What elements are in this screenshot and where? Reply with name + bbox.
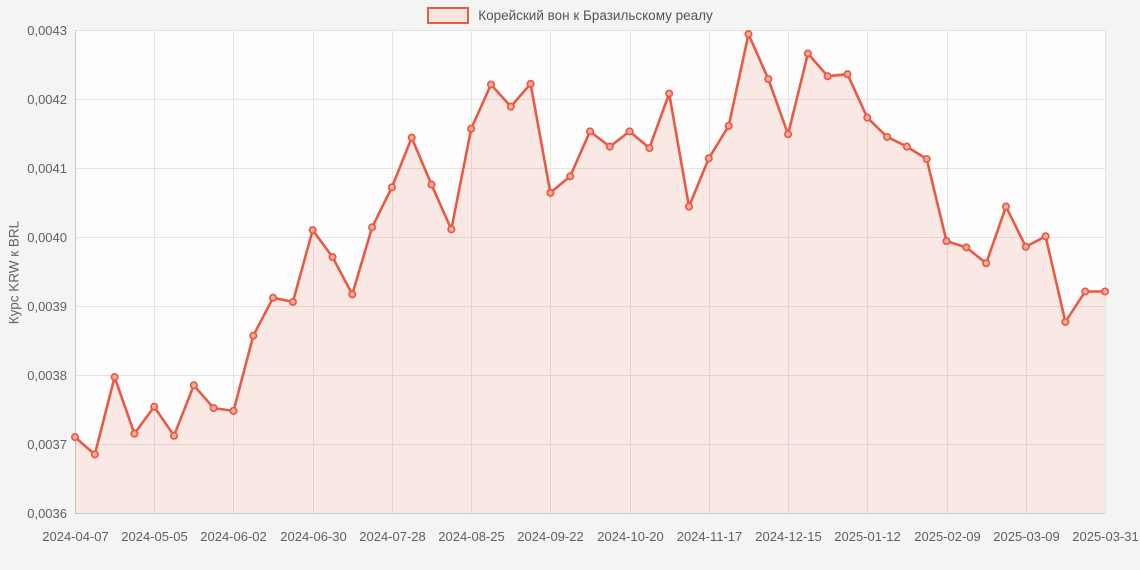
data-point-marker[interactable]: [249, 331, 258, 340]
y-tick-label: 0,0042: [27, 92, 67, 107]
legend-item-krw-brl[interactable]: Корейский вон к Бразильскому реалу: [427, 7, 713, 24]
data-point-marker[interactable]: [942, 237, 951, 246]
x-tick-label: 2024-12-15: [755, 529, 822, 544]
data-point-marker[interactable]: [1100, 287, 1110, 296]
data-point-marker[interactable]: [427, 180, 436, 189]
x-tick-label: 2025-01-12: [834, 529, 901, 544]
data-point-marker[interactable]: [70, 433, 80, 442]
data-point-marker[interactable]: [229, 406, 238, 415]
data-point-marker[interactable]: [1081, 287, 1090, 296]
y-tick-label: 0,0038: [27, 368, 67, 383]
data-point-marker[interactable]: [189, 381, 198, 390]
y-tick-label: 0,0043: [27, 23, 67, 38]
x-tick-label: 2024-11-17: [677, 529, 743, 544]
y-tick-label: 0,0036: [27, 506, 67, 521]
x-tick-label: 2025-03-31: [1072, 529, 1139, 544]
data-point-marker[interactable]: [665, 89, 674, 98]
x-tick-label: 2024-06-30: [280, 529, 347, 544]
data-point-marker[interactable]: [150, 402, 159, 411]
data-point-marker[interactable]: [684, 202, 694, 211]
x-tick-label: 2025-02-09: [914, 529, 981, 544]
y-tick-label: 0,0040: [27, 230, 67, 245]
data-point-marker[interactable]: [784, 130, 793, 139]
data-point-marker[interactable]: [902, 142, 911, 151]
x-tick-label: 2024-08-25: [438, 529, 505, 544]
data-point-marker[interactable]: [506, 102, 515, 111]
data-point-marker[interactable]: [526, 79, 535, 88]
data-point-marker[interactable]: [982, 259, 991, 268]
data-point-marker[interactable]: [467, 124, 476, 133]
data-point-marker[interactable]: [308, 226, 317, 235]
data-point-marker[interactable]: [387, 183, 396, 192]
data-point-marker[interactable]: [110, 373, 119, 382]
data-point-marker[interactable]: [823, 72, 832, 81]
data-point-marker[interactable]: [209, 404, 218, 413]
data-point-marker[interactable]: [486, 80, 496, 89]
data-point-marker[interactable]: [585, 127, 595, 136]
data-point-marker[interactable]: [130, 429, 139, 438]
data-point-marker[interactable]: [843, 70, 852, 79]
data-point-marker[interactable]: [724, 121, 733, 130]
data-point-marker[interactable]: [368, 223, 377, 232]
data-point-marker[interactable]: [922, 154, 931, 164]
data-point-marker[interactable]: [962, 243, 971, 252]
data-point-marker[interactable]: [625, 127, 634, 136]
data-point-marker[interactable]: [883, 132, 892, 141]
data-point-marker[interactable]: [269, 293, 278, 302]
data-point-marker[interactable]: [803, 49, 812, 58]
data-point-marker[interactable]: [348, 290, 357, 299]
x-tick-label: 2024-04-07: [42, 529, 109, 544]
data-point-marker[interactable]: [1041, 232, 1050, 241]
plot-area: [75, 30, 1105, 513]
data-point-marker[interactable]: [605, 142, 614, 151]
x-tick-label: 2024-06-02: [200, 529, 267, 544]
data-point-marker[interactable]: [169, 431, 179, 440]
x-tick-label: 2024-10-20: [597, 529, 664, 544]
y-tick-label: 0,0037: [27, 437, 67, 452]
x-tick-label: 2025-03-09: [993, 529, 1060, 544]
data-point-marker[interactable]: [407, 133, 416, 142]
x-tick-label: 2024-07-28: [359, 529, 426, 544]
data-point-marker[interactable]: [546, 188, 555, 197]
data-point-marker[interactable]: [863, 113, 872, 122]
x-tick-label: 2024-09-22: [517, 529, 584, 544]
y-tick-label: 0,0039: [27, 299, 67, 314]
data-point-marker[interactable]: [1061, 317, 1070, 326]
data-point-marker[interactable]: [90, 450, 99, 459]
data-point-marker[interactable]: [764, 74, 773, 84]
data-point-marker[interactable]: [645, 143, 654, 153]
legend-label: Корейский вон к Бразильскому реалу: [478, 8, 713, 23]
legend-swatch: [427, 7, 470, 24]
legend: Корейский вон к Бразильскому реалу: [0, 7, 1140, 24]
data-point-marker[interactable]: [328, 252, 337, 262]
data-point-marker[interactable]: [1021, 242, 1030, 251]
data-point-marker[interactable]: [704, 154, 713, 163]
data-point-marker[interactable]: [744, 30, 753, 39]
data-point-marker[interactable]: [1001, 202, 1011, 211]
data-point-marker[interactable]: [566, 172, 575, 181]
data-point-marker[interactable]: [447, 225, 456, 234]
y-tick-label: 0,0041: [27, 161, 67, 176]
data-point-marker[interactable]: [288, 297, 297, 306]
x-tick-label: 2024-05-05: [121, 529, 188, 544]
series-area-fill: [75, 34, 1105, 513]
y-axis-title: Курс KRW к BRL: [6, 220, 22, 325]
